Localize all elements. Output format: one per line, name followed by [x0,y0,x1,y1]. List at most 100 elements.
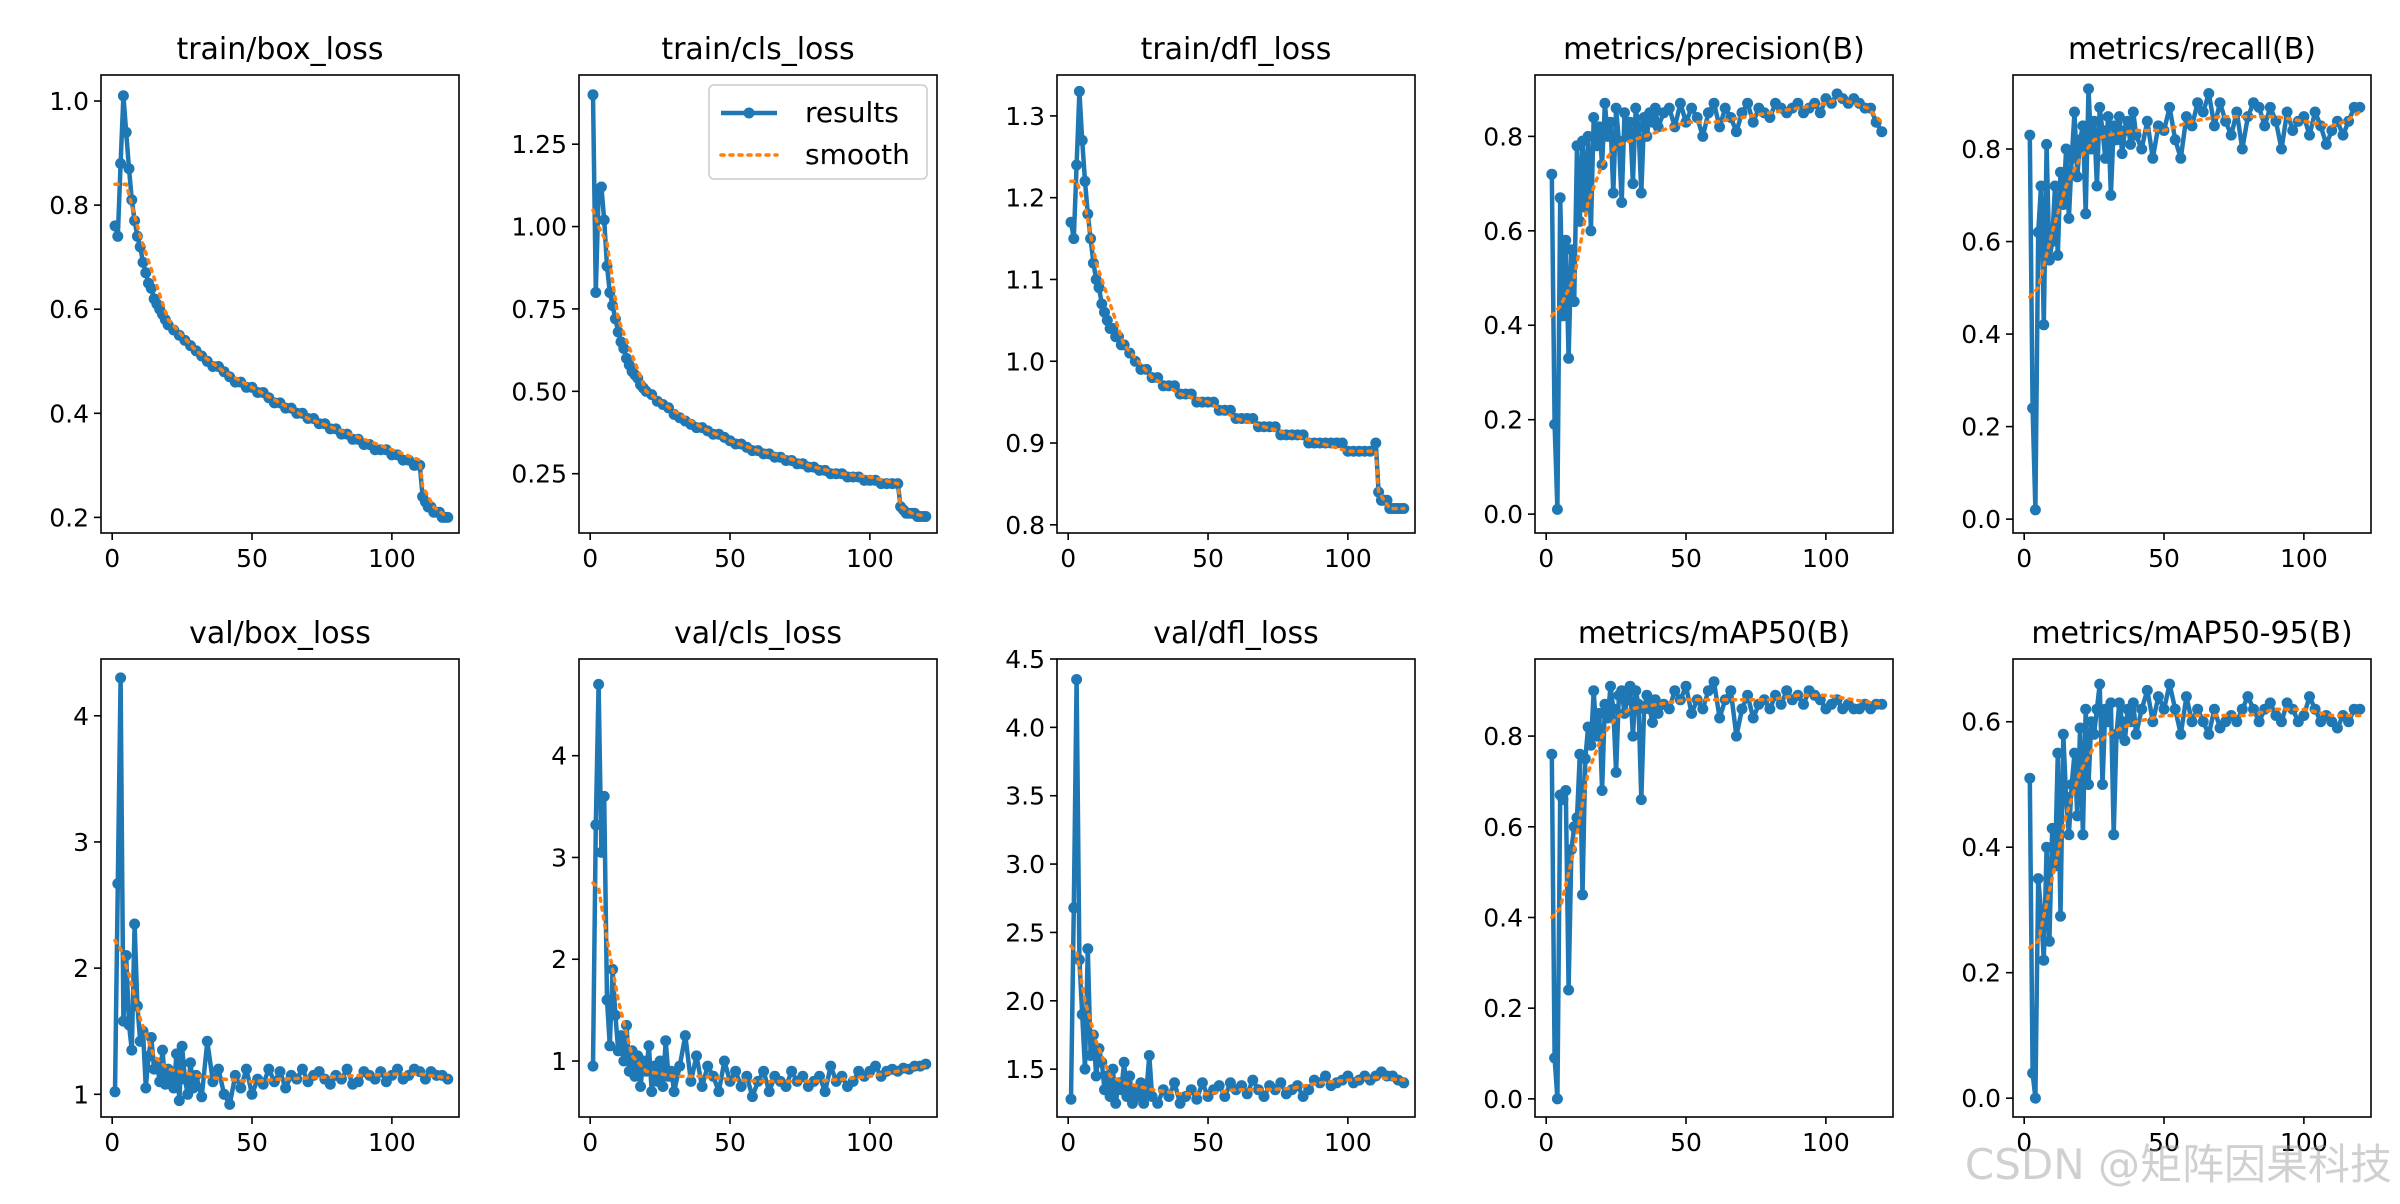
results-point [758,1065,770,1077]
results-point [1073,85,1085,97]
results-point [1669,685,1681,697]
y-tick-label: 0.4 [1961,320,2001,349]
results-point [1085,1050,1097,1061]
results-point [2276,716,2287,728]
results-point [324,1078,336,1090]
x-tick-label: 0 [1060,544,1076,573]
results-point [2074,134,2086,146]
results-point [1582,721,1594,733]
results-point [352,1076,364,1088]
results-line [590,682,927,1099]
legend-label-smooth: smooth [805,138,910,171]
results-point [2069,747,2080,759]
y-tick-label: 0.6 [1483,813,1523,842]
results-point [601,994,613,1006]
y-tick-label: 3.0 [1005,850,1045,879]
results-point [1565,244,1577,256]
plot-area [2024,83,2366,516]
plot-area [587,89,932,522]
results-point [1697,130,1709,142]
results-point [2088,728,2100,740]
results-point [1591,140,1602,152]
results-point [2136,143,2148,155]
x-tick-label: 100 [1324,544,1372,573]
results-point [2029,1092,2041,1104]
results-point [1275,1077,1287,1089]
panel-title: metrics/mAP50-95(B) [2031,616,2352,651]
results-point [168,1082,180,1094]
results-point [1663,102,1675,114]
y-tick-label: 0.2 [1483,406,1523,435]
results-point [635,1081,646,1092]
results-point [1071,674,1083,685]
results-point [1208,396,1220,408]
plot-area [1546,676,1888,1105]
y-tick-label: 4 [73,702,89,731]
results-point [2304,129,2315,141]
results-point [2080,703,2092,715]
results-point [185,1057,196,1069]
x-tick-label: 0 [582,1128,598,1157]
results-point [1068,902,1080,914]
results-point [1652,121,1664,133]
results-point [112,878,124,890]
x-tick-label: 0 [582,544,598,573]
results-point [2091,180,2103,192]
results-line [112,675,450,1107]
y-tick-label: 0.6 [49,295,89,324]
results-point [2242,691,2254,703]
results-point [1641,689,1653,701]
results-point [587,1060,599,1072]
panel-title: train/cls_loss [661,32,854,67]
results-point [115,158,127,169]
results-point [2298,710,2310,721]
results-point [2236,703,2248,715]
results-point [2169,703,2181,715]
results-point [2242,111,2254,123]
results-point [2231,106,2243,118]
results-point [696,1081,708,1092]
results-point [825,1060,837,1072]
y-tick-label: 2.0 [1005,987,1045,1016]
results-point [819,1086,831,1098]
axes-frame [578,74,938,534]
panel-val-cls-loss: val/cls_loss 0 50 100 1 2 3 4 [551,616,938,1157]
results-point [1686,102,1698,114]
panel-metrics-map50-b: metrics/mAP50(B) 0 50 100 0.0 0.2 0.4 0.6 0.8 [1483,616,1894,1157]
results-point [1635,794,1647,806]
results-point [2069,106,2080,118]
results-point [1798,698,1809,710]
results-point [2264,101,2276,113]
x-tick-label: 100 [1324,1128,1372,1157]
smooth-line [1069,179,1406,511]
results-point [598,790,610,802]
results-point [1616,197,1628,208]
results-point [2066,152,2078,164]
results-point [1764,112,1776,123]
y-tick-label: 0.6 [1961,708,2001,737]
results-point [1652,707,1664,719]
results-point [2264,697,2276,709]
x-tick-label: 0 [2016,1128,2032,1157]
results-point [2186,716,2198,728]
results-point [780,1081,792,1092]
results-point [1725,685,1737,697]
plot-area [1065,674,1410,1109]
results-point [1065,216,1077,228]
plot-area [1546,88,1888,515]
results-point [145,282,157,294]
results-point [612,1045,624,1057]
y-tick-label: 0.4 [1961,833,2001,862]
results-point [2141,115,2153,127]
y-tick-label: 0.8 [1483,722,1523,751]
results-point [587,89,599,101]
results-point [2102,716,2114,728]
results-point [2113,697,2125,709]
results-point [604,1040,616,1052]
results-point [2094,101,2106,113]
results-point [1635,187,1647,199]
results-point [590,287,602,298]
results-point [2105,189,2117,201]
results-point [173,1095,185,1107]
results-point [2354,101,2366,113]
